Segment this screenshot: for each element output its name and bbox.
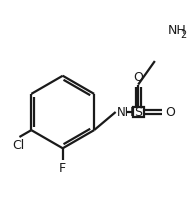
Text: NH: NH	[117, 106, 134, 118]
Text: F: F	[59, 162, 66, 174]
Text: O: O	[133, 71, 143, 84]
Text: NH: NH	[168, 24, 186, 37]
Text: S: S	[134, 106, 142, 118]
Text: O: O	[165, 106, 175, 118]
Text: 2: 2	[180, 30, 187, 41]
Text: Cl: Cl	[12, 139, 24, 152]
FancyBboxPatch shape	[133, 106, 144, 117]
